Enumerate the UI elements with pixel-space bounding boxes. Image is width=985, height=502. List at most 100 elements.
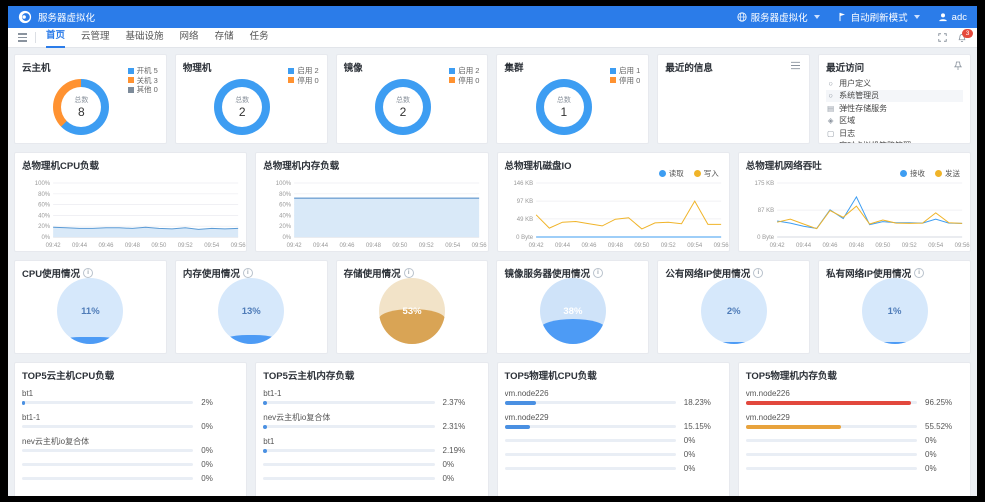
svg-text:09:44: 09:44 — [313, 243, 329, 249]
notification-bell-icon[interactable]: 3 — [957, 28, 973, 43]
top5-row-4: 0% — [504, 464, 722, 473]
summary-card-0: 云主机 开机 5 关机 3 其他 0 总数 8 — [14, 54, 167, 144]
top5-row-value: 0% — [201, 446, 213, 455]
list-icon[interactable] — [790, 61, 801, 70]
top5-card-3: TOP5物理机内存负载 vm.node226 96.25% vm.node229 55.… — [737, 362, 971, 496]
svg-text:09:48: 09:48 — [849, 243, 865, 249]
info-icon[interactable]: i — [914, 268, 925, 278]
top5-row-value: 0% — [925, 464, 937, 473]
top5-bar-track — [504, 400, 676, 405]
info-icon[interactable]: i — [403, 268, 414, 278]
svg-text:97 KB: 97 KB — [516, 199, 532, 205]
top5-bar-track — [22, 425, 194, 428]
top5-row-label: vm.node226 — [745, 389, 790, 398]
legend-label: 关机 3 — [136, 75, 158, 85]
card-title: 存储使用情况 i — [344, 266, 481, 280]
top5-row-label: vm.node229 — [745, 413, 790, 422]
svg-text:80%: 80% — [38, 192, 51, 198]
gauge-card-0: CPU使用情况 i 11% — [14, 260, 167, 354]
info-icon[interactable]: i — [753, 268, 764, 278]
recent-visit-item-2[interactable]: ▤ 弹性存储服务 — [826, 102, 963, 115]
flag-icon — [838, 12, 847, 22]
top5-barline: 0% — [745, 450, 963, 459]
svg-text:0 Byte: 0 Byte — [516, 235, 534, 241]
top5-card-0: TOP5云主机CPU负载 bt1 2% bt1-1 0% nev云主机io复合体 0% 0% 0… — [14, 362, 248, 496]
recent-visit-label: 弹性存储服务 — [839, 103, 888, 113]
top5-barline: 0% — [22, 474, 239, 483]
chart-plot: 0% 20% 40% 60% 80% 100% 09:42 09:44 09:46 09:48 09… — [276, 181, 488, 249]
top5-row-value: 15.15% — [683, 422, 711, 431]
chart-card-1: 总物理机内存负载 0% 20% 40% 60% 80% 100% 09:42 09:44 09:4… — [255, 152, 489, 252]
fullscreen-icon[interactable] — [938, 33, 947, 42]
card-title: 总物理机网络吞吐 — [745, 161, 822, 172]
top5-bar — [263, 448, 267, 453]
top5-row-value: 0% — [925, 450, 937, 459]
app-window: 服务器虚拟化 服务器虚拟化 自动刷新模式 adc — [8, 6, 977, 496]
menu-toggle-icon[interactable] — [18, 33, 27, 42]
svg-text:09:52: 09:52 — [419, 243, 435, 249]
recent-visit-item-3[interactable]: ◈ 区域 — [826, 115, 963, 128]
refresh-mode-selector[interactable]: 自动刷新模式 — [838, 10, 920, 24]
info-icon[interactable]: i — [242, 268, 253, 278]
svg-text:09:56: 09:56 — [713, 243, 729, 249]
recent-visit-item-5[interactable]: ⊙ 定时虚拟机策略管理 — [826, 140, 963, 143]
nav-item-4[interactable]: 存储 — [214, 31, 234, 42]
svg-text:09:50: 09:50 — [634, 243, 650, 249]
liquid-gauge: 11% — [57, 278, 124, 344]
top5-barline: 55.52% — [745, 422, 963, 431]
legend-swatch — [127, 77, 134, 84]
svg-text:20%: 20% — [279, 224, 292, 230]
donut-center: 总数 2 — [383, 87, 424, 127]
nav-item-3[interactable]: 网络 — [179, 31, 199, 42]
legend-swatch — [127, 86, 134, 93]
user-menu[interactable]: adc — [938, 12, 967, 23]
charts-row: 总物理机CPU负载 0% 20% 40% 60% 80% 100% 09:42 09:44 09:… — [14, 152, 971, 252]
pin-icon[interactable] — [953, 61, 962, 71]
top5-barline: 0% — [22, 460, 239, 469]
top5-bar — [504, 400, 536, 405]
top5-bar-track — [745, 453, 917, 456]
app-logo-icon — [18, 10, 32, 24]
recent-visit-label: 区域 — [839, 116, 856, 126]
svg-text:09:44: 09:44 — [796, 243, 812, 249]
recent-visit-item-4[interactable]: ▢ 日志 — [826, 127, 963, 140]
legend-label: 其他 0 — [136, 85, 158, 94]
clock-icon: ○ — [828, 78, 833, 88]
top5-card-1: TOP5云主机内存负载 bt1-1 2.37% nev云主机io复合体 2.31% bt1… — [255, 362, 489, 496]
top5-bar-track — [745, 439, 917, 442]
info-icon[interactable]: i — [83, 268, 94, 278]
svg-text:49 KB: 49 KB — [516, 217, 532, 223]
svg-text:09:50: 09:50 — [151, 243, 167, 249]
top5-row-label: nev云主机io复合体 — [22, 437, 90, 446]
top5-bar-track — [263, 463, 435, 466]
recent-visit-item-1[interactable]: ○ 系统管理员 — [826, 89, 963, 102]
top5-bar — [504, 424, 531, 429]
svg-text:09:54: 09:54 — [445, 243, 461, 249]
svg-text:09:56: 09:56 — [472, 243, 488, 249]
top5-row-value: 18.23% — [683, 398, 711, 407]
nav-item-2[interactable]: 基础设施 — [125, 31, 164, 42]
card-title: 最近访问 — [826, 63, 865, 74]
nav-item-0[interactable]: 首页 — [46, 27, 66, 48]
nav-item-1[interactable]: 云管理 — [81, 31, 110, 42]
donut-total-label: 总数 — [396, 97, 411, 104]
chart-legend: 读取 写入 — [658, 168, 719, 179]
chart-card-0: 总物理机CPU负载 0% 20% 40% 60% 80% 100% 09:42 09:44 09:… — [14, 152, 248, 252]
legend-label: 启用 1 — [619, 66, 641, 75]
card-title: 公有网络IP使用情况 i — [665, 266, 802, 280]
recent-visit-item-0[interactable]: ○ 用户定义 — [826, 77, 963, 90]
top5-row-label: bt1 — [263, 437, 275, 446]
nav-item-5[interactable]: 任务 — [249, 31, 269, 42]
gauge-card-5: 私有网络IP使用情况 i 1% — [818, 260, 971, 354]
gauges-row: CPU使用情况 i 11% 内存使用情况 i 13% 存储使用情况 i 53% 镜像服务器使用情况… — [14, 260, 971, 354]
donut-center: 总数 8 — [61, 87, 102, 127]
legend-swatch — [610, 77, 617, 84]
top5-row-0: bt1 2% — [22, 389, 239, 407]
info-icon[interactable]: i — [593, 268, 603, 278]
platform-selector[interactable]: 服务器虚拟化 — [737, 10, 820, 24]
top5-barline: 2.31% — [263, 422, 480, 431]
card-title: 总物理机CPU负载 — [22, 161, 100, 172]
top5-barline: 18.23% — [504, 398, 722, 407]
gauge-value: 38% — [563, 305, 583, 317]
top5-bar — [22, 400, 26, 405]
